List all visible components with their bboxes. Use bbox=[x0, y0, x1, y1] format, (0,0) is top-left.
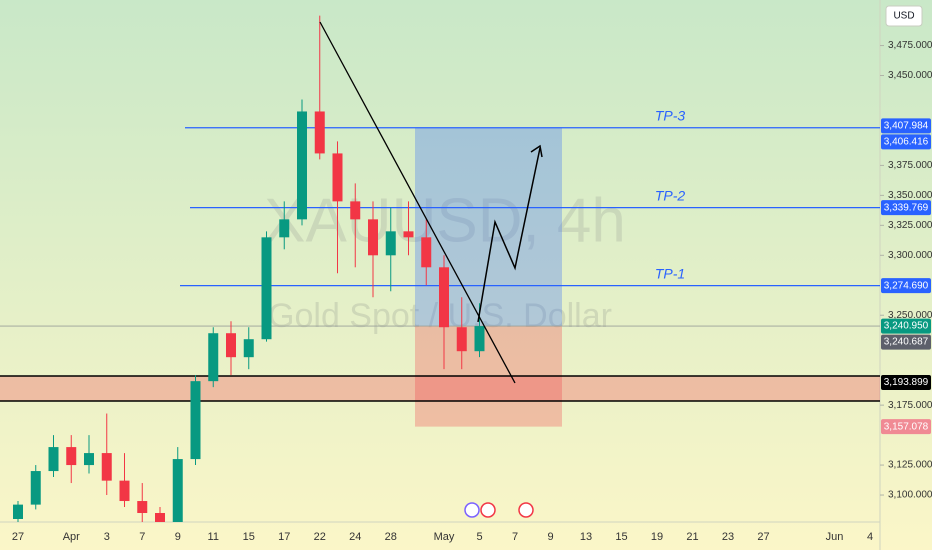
price-badge bbox=[881, 118, 931, 134]
x-tick-label: 27 bbox=[12, 531, 24, 543]
price-badge bbox=[881, 419, 931, 435]
x-tick-label: 4 bbox=[867, 531, 873, 543]
x-tick-label: 7 bbox=[512, 531, 518, 543]
watermark: XAUUSD, 4h bbox=[264, 186, 626, 255]
y-tick-label: 3,125.000 bbox=[888, 460, 932, 471]
price-badge-label: 3,240.950 bbox=[884, 321, 929, 332]
x-tick-label: 22 bbox=[314, 531, 326, 543]
candle-body bbox=[421, 237, 432, 268]
x-tick-label: 3 bbox=[104, 531, 110, 543]
x-tick-label: 11 bbox=[208, 531, 219, 543]
price-badge-label: 3,339.769 bbox=[884, 202, 929, 213]
candle-body bbox=[332, 153, 343, 202]
candle-body bbox=[456, 327, 467, 352]
support-zone bbox=[0, 376, 880, 401]
x-tick-label: 15 bbox=[243, 531, 255, 543]
price-badge-label: 3,406.416 bbox=[884, 137, 929, 148]
event-icon[interactable] bbox=[464, 502, 480, 518]
event-icons bbox=[464, 502, 534, 518]
price-badge-label: 3,240.687 bbox=[884, 337, 929, 348]
candle-body bbox=[208, 333, 219, 382]
x-tick-label: 17 bbox=[278, 531, 290, 543]
candle-body bbox=[137, 501, 148, 514]
price-badge bbox=[881, 334, 931, 350]
y-tick-label: 3,350.000 bbox=[888, 190, 932, 201]
currency: USD bbox=[893, 11, 914, 22]
candle-body bbox=[66, 447, 77, 466]
x-tick-label: 24 bbox=[349, 531, 361, 543]
candle-body bbox=[403, 231, 414, 238]
x-tick-label: 28 bbox=[385, 531, 397, 543]
price-badge-label: 3,193.899 bbox=[884, 377, 929, 388]
y-tick-label: 3,450.000 bbox=[888, 70, 932, 81]
candle-body bbox=[13, 504, 23, 519]
candle-body bbox=[368, 219, 378, 256]
candle-body bbox=[226, 333, 236, 358]
target-label: TP-3 bbox=[655, 107, 686, 123]
candle-body bbox=[385, 231, 396, 256]
x-tick-label: 15 bbox=[615, 531, 627, 543]
candle-body bbox=[155, 513, 165, 522]
candle-body bbox=[190, 381, 201, 460]
y-tick-label: 3,100.000 bbox=[888, 490, 932, 501]
x-tick-label: 9 bbox=[547, 531, 553, 543]
candle-body bbox=[261, 237, 272, 340]
candle-body bbox=[314, 111, 325, 154]
candle-body bbox=[439, 267, 449, 328]
x-tick-label: Jun bbox=[826, 531, 844, 543]
target-label: TP-2 bbox=[655, 187, 686, 203]
price-badge bbox=[881, 134, 931, 150]
event-icon[interactable] bbox=[480, 502, 496, 518]
x-tick-label: 19 bbox=[651, 531, 663, 543]
candle-body bbox=[30, 471, 41, 505]
projection-arrowhead bbox=[530, 144, 543, 158]
candle-body bbox=[297, 111, 307, 220]
currency-box[interactable] bbox=[885, 5, 923, 27]
y-tick-label: 3,175.000 bbox=[888, 400, 932, 411]
candle-body bbox=[101, 453, 112, 481]
candle-body bbox=[474, 326, 485, 352]
x-tick-label: 27 bbox=[757, 531, 769, 543]
x-tick-label: 23 bbox=[722, 531, 734, 543]
price-badge bbox=[881, 278, 931, 294]
price-badge bbox=[881, 318, 931, 334]
x-tick-label: May bbox=[434, 531, 455, 543]
candle-body bbox=[279, 219, 290, 238]
price-badge-label: 3,274.690 bbox=[884, 280, 929, 291]
price-badge bbox=[881, 200, 931, 216]
x-tick-label: Apr bbox=[63, 531, 80, 543]
price-badge-label: 3,407.984 bbox=[884, 121, 929, 132]
price-badge-label: 3,157.078 bbox=[884, 421, 929, 432]
projection-path bbox=[477, 147, 541, 323]
price-badge bbox=[881, 374, 931, 390]
y-tick-label: 3,375.000 bbox=[888, 160, 932, 171]
x-tick-label: 9 bbox=[175, 531, 181, 543]
candle-body bbox=[172, 459, 183, 522]
y-tick-label: 3,325.000 bbox=[888, 220, 932, 231]
plot-area: TP-3 TP-2 TP-1 bbox=[0, 15, 880, 522]
candle-body bbox=[350, 201, 361, 220]
target-label: TP-1 bbox=[655, 265, 685, 281]
x-tick-label: 7 bbox=[139, 531, 145, 543]
x-tick-label: 21 bbox=[686, 531, 698, 543]
y-tick-label: 3,475.000 bbox=[888, 40, 932, 51]
target-zone bbox=[415, 127, 562, 327]
event-icon[interactable] bbox=[518, 502, 534, 518]
candle-body bbox=[48, 447, 59, 472]
x-tick-label: 5 bbox=[476, 531, 482, 543]
candle-body bbox=[243, 339, 254, 358]
x-tick-label: 13 bbox=[580, 531, 592, 543]
candle-body bbox=[119, 480, 130, 502]
y-tick-label: 3,300.000 bbox=[888, 250, 932, 261]
candle-body bbox=[84, 453, 94, 466]
trend-line bbox=[319, 21, 516, 384]
y-tick-label: 3,250.000 bbox=[888, 310, 932, 321]
